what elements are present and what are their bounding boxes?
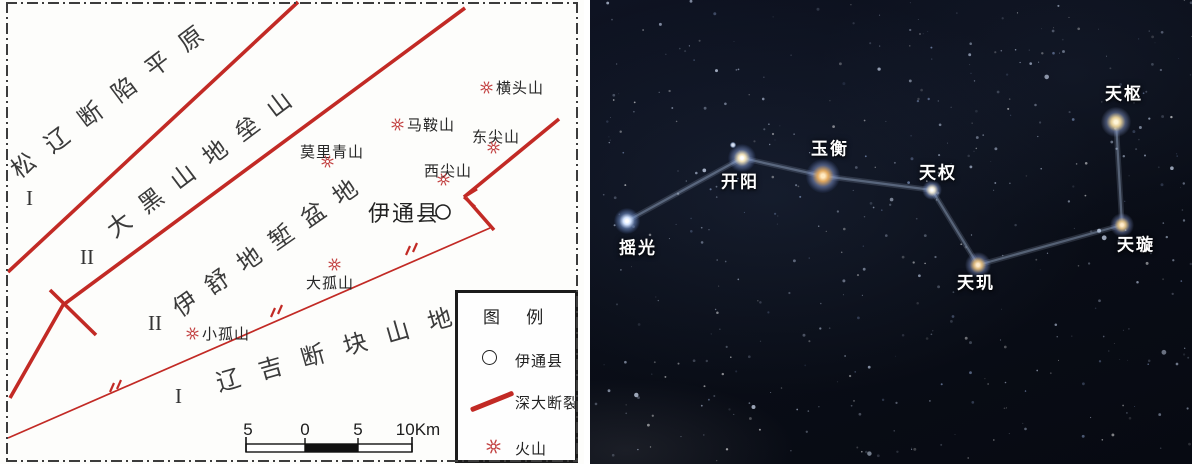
fault-line-4-thin xyxy=(7,227,491,439)
map-border-left xyxy=(6,2,8,462)
scale-label-1: 0 xyxy=(300,420,310,439)
fault-line-3 xyxy=(462,117,561,199)
legend-item-label: 深大断裂 xyxy=(515,396,580,412)
fault-tick-mark xyxy=(48,288,98,337)
star-label-tianshu: 天枢 xyxy=(1105,84,1143,104)
map-border-bottom xyxy=(6,460,578,462)
star-label-kaiyang: 开阳 xyxy=(721,172,759,192)
starfield xyxy=(594,0,1192,462)
map-linework-svg xyxy=(6,0,561,453)
star-label-tianquan: 天权 xyxy=(919,163,957,183)
star-tianshu xyxy=(1101,107,1131,137)
star-alcor-companion xyxy=(730,142,736,148)
fault-arrow-stroke-a xyxy=(463,187,478,199)
volcano-hengtoushan: 横头山 xyxy=(480,77,544,98)
volcano-icon xyxy=(321,155,334,168)
scale-label-3: 10Km xyxy=(395,420,441,439)
star-tianxuan xyxy=(1110,213,1134,237)
star-label-tianji: 天玑 xyxy=(957,273,995,293)
volcano-label: 小孤山 xyxy=(202,327,251,343)
geology-map-panel: 松辽断陷平原 大黑山地垒山 伊舒地堑盆地 辽吉断块山地 I II II I 横头… xyxy=(0,0,584,464)
zone-marker-2: II xyxy=(80,245,94,269)
volcano-icon xyxy=(487,141,500,154)
legend-item-label: 火山 xyxy=(515,442,548,458)
scale-bar xyxy=(245,437,413,453)
fault-end-bar xyxy=(464,196,496,232)
star-kaiyang xyxy=(728,144,756,172)
volcano-icon xyxy=(186,327,199,340)
zone-marker-4: I xyxy=(175,384,182,408)
volcano-icon xyxy=(437,173,450,186)
zone-marker-1: I xyxy=(26,186,33,210)
fault-line-1 xyxy=(6,0,300,274)
legend-fault-symbol xyxy=(467,390,519,412)
scale-label-2: 5 xyxy=(353,420,363,439)
county-label: 伊通县 xyxy=(367,201,441,226)
legend-county-symbol xyxy=(482,350,497,365)
star-label-yaoguang: 摇光 xyxy=(619,238,657,258)
volcano-label: 西尖山 xyxy=(424,164,473,180)
volcano-label: 马鞍山 xyxy=(407,118,456,134)
volcano-label: 东尖山 xyxy=(472,130,521,146)
star-tianquan xyxy=(922,180,942,200)
big-dipper-photo-panel: 摇光 开阳 玉衡 天权 天玑 天璇 天枢 xyxy=(590,0,1192,464)
constellation-lines xyxy=(624,119,1125,268)
volcano-label: 莫里青山 xyxy=(300,145,365,161)
legend-volcano-symbol xyxy=(486,439,501,454)
map-border-right xyxy=(576,2,578,462)
star-tianji xyxy=(965,252,991,278)
legend-item-label: 伊通县 xyxy=(515,354,564,370)
star-yaoguang xyxy=(614,208,640,234)
star-label-tianxuan: 天璇 xyxy=(1117,235,1155,255)
legend-box: 图 例 伊通县 深大断裂 火山 xyxy=(455,290,578,463)
legend-title: 图 例 xyxy=(483,308,555,327)
scale-label-0: 5 xyxy=(243,420,253,439)
volcano-icon xyxy=(391,118,404,131)
volcano-xiaogushan: 小孤山 xyxy=(186,323,250,344)
volcano-label: 大孤山 xyxy=(306,276,355,292)
volcano-icon xyxy=(480,81,493,94)
map-border-top xyxy=(6,2,578,4)
volcano-label: 横头山 xyxy=(496,81,545,97)
star-label-yuheng: 玉衡 xyxy=(811,139,849,159)
zone-marker-3: II xyxy=(148,311,162,335)
hachure-marks xyxy=(108,242,419,393)
star-yuheng xyxy=(806,159,840,193)
volcano-icon xyxy=(328,258,341,271)
volcano-maanshan: 马鞍山 xyxy=(391,114,455,135)
county-circle xyxy=(435,204,451,220)
